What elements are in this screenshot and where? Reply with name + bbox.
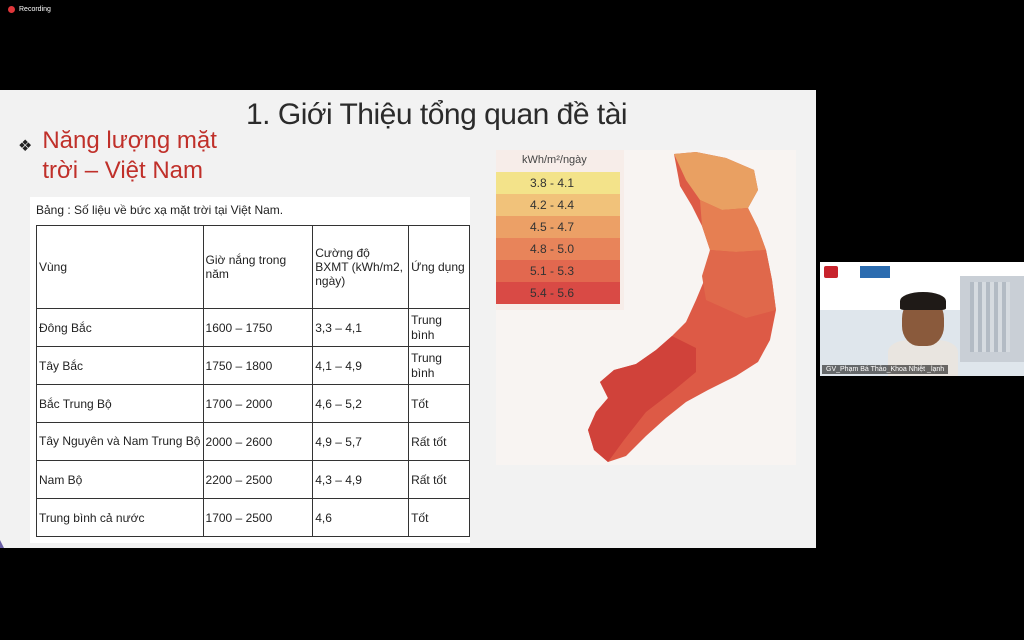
slide-decoration bbox=[0, 540, 30, 548]
cell-application: Tốt bbox=[408, 384, 470, 423]
table-header-row: Vùng Giờ nắng trong năm Cường độ BXMT (k… bbox=[36, 225, 470, 309]
cell-region: Đông Bắc bbox=[36, 308, 204, 347]
legend-label: 4.8 - 5.0 bbox=[530, 242, 575, 256]
legend-title: kWh/m²/ngày bbox=[522, 154, 587, 166]
cell-sun-hours: 2200 – 2500 bbox=[202, 460, 314, 499]
recording-label: Recording bbox=[19, 6, 51, 13]
shared-slide: 1. Giới Thiệu tổng quan đề tài ❖ Năng lư… bbox=[0, 90, 816, 548]
table-row: Bắc Trung Bộ 1700 – 2000 4,6 – 5,2 Tốt bbox=[36, 384, 470, 423]
legend-item: 4.5 - 4.7 bbox=[496, 216, 620, 238]
cell-sun-hours: 1700 – 2500 bbox=[202, 498, 314, 537]
cell-sun-hours: 1750 – 1800 bbox=[202, 346, 314, 385]
cell-region: Tây Nguyên và Nam Trung Bộ bbox=[36, 422, 204, 461]
legend-label: 3.8 - 4.1 bbox=[530, 176, 575, 190]
recording-dot-icon bbox=[8, 6, 15, 13]
cell-intensity: 4,6 – 5,2 bbox=[312, 384, 410, 423]
cell-region: Nam Bộ bbox=[36, 460, 204, 499]
participant-name: GV_Phạm Bá Thảo_Khoa Nhiệt _lạnh bbox=[822, 365, 949, 374]
vietnam-map-shape bbox=[588, 152, 776, 462]
background-windows bbox=[970, 282, 1010, 352]
legend-label: 5.4 - 5.6 bbox=[530, 286, 575, 300]
conference-logo-icon bbox=[824, 266, 838, 278]
legend-item: 4.8 - 5.0 bbox=[496, 238, 620, 260]
solar-map: kWh/m²/ngày 3.8 - 4.1 4.2 - 4.4 4.5 - 4.… bbox=[496, 150, 796, 465]
legend-label: 5.1 - 5.3 bbox=[530, 264, 575, 278]
legend-swatch: 5.4 - 5.6 bbox=[496, 282, 620, 304]
slide-title: 1. Giới Thiệu tổng quan đề tài bbox=[246, 98, 628, 131]
cell-intensity: 4,9 – 5,7 bbox=[312, 422, 410, 461]
table-row: Tây Bắc 1750 – 1800 4,1 – 4,9 Trung bình bbox=[36, 346, 470, 385]
cell-sun-hours: 1600 – 1750 bbox=[202, 308, 314, 347]
header-sun-hours: Giờ nắng trong năm bbox=[202, 225, 314, 309]
table-row: Tây Nguyên và Nam Trung Bộ 2000 – 2600 4… bbox=[36, 422, 470, 461]
cell-application: Rất tốt bbox=[408, 422, 470, 461]
table-row: Nam Bộ 2200 – 2500 4,3 – 4,9 Rất tốt bbox=[36, 460, 470, 499]
legend-swatch: 4.2 - 4.4 bbox=[496, 194, 620, 216]
legend-item: 4.2 - 4.4 bbox=[496, 194, 620, 216]
legend-swatch: 3.8 - 4.1 bbox=[496, 172, 620, 194]
speaker-avatar bbox=[888, 292, 958, 376]
cell-intensity: 3,3 – 4,1 bbox=[312, 308, 410, 347]
cell-region: Bắc Trung Bộ bbox=[36, 384, 204, 423]
bullet-line-1: Năng lượng mặt bbox=[42, 127, 217, 154]
solar-table-panel: Bảng : Số liệu về bức xạ mặt trời tại Vi… bbox=[30, 197, 470, 543]
diamond-bullet-icon: ❖ bbox=[18, 138, 33, 155]
table-caption: Bảng : Số liệu về bức xạ mặt trời tại Vi… bbox=[36, 203, 284, 217]
legend-swatch: 4.8 - 5.0 bbox=[496, 238, 620, 260]
header-intensity: Cường độ BXMT (kWh/m2, ngày) bbox=[312, 225, 410, 309]
cell-sun-hours: 2000 – 2600 bbox=[202, 422, 314, 461]
cell-sun-hours: 1700 – 2000 bbox=[202, 384, 314, 423]
bullet-heading: ❖ Năng lượng mặt trời – Việt Nam bbox=[18, 126, 217, 186]
scientists-logo-icon bbox=[860, 266, 890, 278]
legend-swatch: 4.5 - 4.7 bbox=[496, 216, 620, 238]
cell-intensity: 4,3 – 4,9 bbox=[312, 460, 410, 499]
cell-intensity: 4,1 – 4,9 bbox=[312, 346, 410, 385]
map-legend: kWh/m²/ngày 3.8 - 4.1 4.2 - 4.4 4.5 - 4.… bbox=[496, 150, 624, 310]
cell-application: Trung bình bbox=[408, 346, 470, 385]
legend-item: 3.8 - 4.1 bbox=[496, 172, 620, 194]
legend-label: 4.5 - 4.7 bbox=[530, 220, 575, 234]
table-row: Đông Bắc 1600 – 1750 3,3 – 4,1 Trung bìn… bbox=[36, 308, 470, 347]
table-row: Trung bình cả nước 1700 – 2500 4,6 Tốt bbox=[36, 498, 470, 537]
legend-swatch: 5.1 - 5.3 bbox=[496, 260, 620, 282]
legend-item: 5.1 - 5.3 bbox=[496, 260, 620, 282]
speaker-hair bbox=[900, 292, 946, 310]
solar-radiation-table: Vùng Giờ nắng trong năm Cường độ BXMT (k… bbox=[36, 225, 470, 537]
legend-label: 4.2 - 4.4 bbox=[530, 198, 575, 212]
cell-region: Tây Bắc bbox=[36, 346, 204, 385]
cell-intensity: 4,6 bbox=[312, 498, 410, 537]
participant-video[interactable]: GV_Phạm Bá Thảo_Khoa Nhiệt _lạnh bbox=[820, 262, 1024, 376]
cell-region: Trung bình cả nước bbox=[36, 498, 204, 537]
cell-application: Trung bình bbox=[408, 308, 470, 347]
bullet-line-2: trời – Việt Nam bbox=[42, 157, 204, 184]
cell-application: Tốt bbox=[408, 498, 470, 537]
header-application: Ứng dụng bbox=[408, 225, 470, 309]
recording-indicator: Recording bbox=[8, 6, 51, 13]
legend-item: 5.4 - 5.6 bbox=[496, 282, 620, 304]
header-region: Vùng bbox=[36, 225, 204, 309]
cell-application: Rất tốt bbox=[408, 460, 470, 499]
